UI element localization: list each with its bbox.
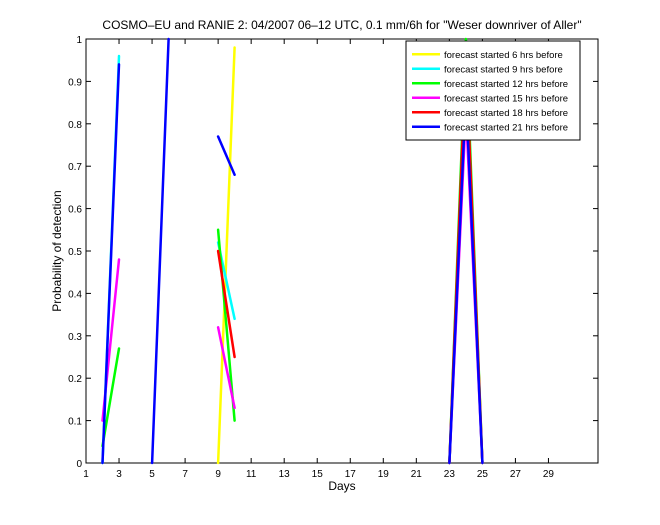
series-line (216, 326, 236, 410)
chart-title: COSMO–EU and RANIE 2: 04/2007 06–12 UTC,… (102, 18, 581, 32)
series-line (216, 249, 236, 359)
y-tick-label: 0.9 (68, 77, 82, 88)
x-tick-label: 21 (411, 469, 423, 480)
series-line (101, 347, 121, 448)
x-axis-label: Days (328, 479, 355, 493)
x-tick-label: 25 (477, 469, 489, 480)
series-line (216, 46, 236, 465)
x-tick-label: 5 (149, 469, 155, 480)
x-tick-label: 17 (345, 469, 357, 480)
x-tick-label: 13 (279, 469, 291, 480)
y-tick-label: 0.5 (68, 247, 82, 258)
x-tick-label: 1 (83, 469, 89, 480)
series-line (216, 135, 236, 176)
legend: forecast started 6 hrs before forecast st… (405, 40, 581, 141)
y-tick-label: 0.6 (68, 205, 82, 216)
x-tick-label: 7 (182, 469, 188, 480)
legend-label: forecast started 15 hrs before (444, 93, 568, 104)
y-tick-label: 0.4 (68, 289, 82, 300)
x-tick-label: 9 (215, 469, 221, 480)
legend-label: forecast started 6 hrs before (444, 50, 563, 61)
series-line (101, 63, 121, 465)
series-line (150, 37, 170, 465)
legend-label: forecast started 12 hrs before (444, 79, 568, 90)
y-tick-label: 0.2 (68, 374, 82, 385)
y-tick-label: 0.8 (68, 120, 82, 131)
legend-label: forecast started 18 hrs before (444, 108, 568, 119)
y-tick-label: 1 (76, 35, 82, 46)
y-tick-label: 0.3 (68, 332, 82, 343)
legend-label: forecast started 9 hrs before (444, 64, 563, 75)
x-tick-label: 11 (246, 469, 257, 480)
x-tick-label: 19 (378, 469, 390, 480)
x-tick-label: 3 (116, 469, 122, 480)
y-axis-label: Probability of detection (50, 190, 64, 311)
legend-label: forecast started 21 hrs before (444, 122, 568, 133)
y-tick-label: 0.1 (68, 417, 82, 428)
y-tick-label: 0.7 (68, 162, 82, 173)
x-tick-label: 23 (444, 469, 456, 480)
y-tick-label: 0 (76, 459, 82, 470)
x-tick-label: 29 (543, 469, 555, 480)
legend-box (405, 40, 581, 141)
x-tick-label: 15 (312, 469, 324, 480)
x-tick-label: 27 (510, 469, 522, 480)
